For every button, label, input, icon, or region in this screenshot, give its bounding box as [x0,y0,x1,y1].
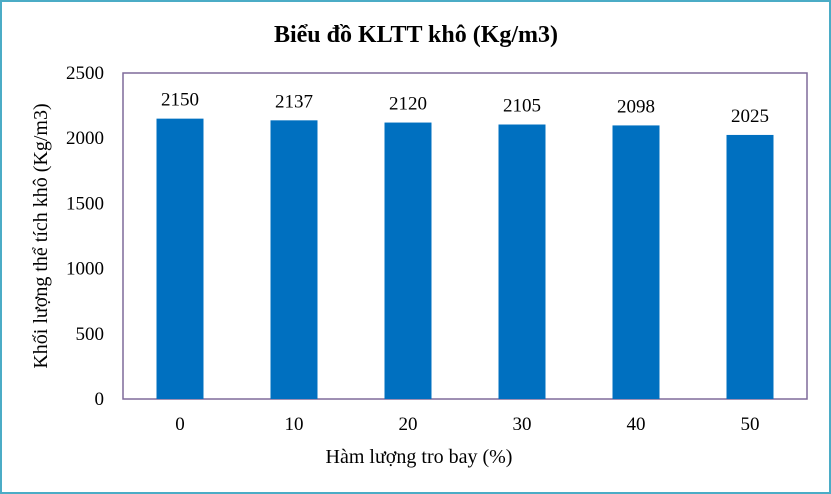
plot-area [122,72,808,400]
bar [498,124,546,400]
x-tick-label: 0 [175,414,185,435]
y-tick-label: 500 [76,324,105,345]
y-tick-label: 1000 [66,259,104,280]
bar [156,118,204,399]
bar [384,122,432,399]
x-axis-ticks: 0 10 20 30 40 50 [175,414,759,435]
bar-data-label: 2137 [275,91,313,112]
x-tick-label: 40 [627,414,646,435]
y-axis-title: Khối lượng thể tích khô (Kg/m3) [30,103,52,368]
bar-data-label: 2120 [389,94,427,115]
x-tick-label: 10 [285,414,304,435]
x-tick-label: 20 [399,414,418,435]
bar-data-label: 2105 [503,96,541,117]
data-labels: 2150 2137 2120 2105 2098 2025 [161,90,769,127]
bar [270,120,318,399]
y-tick-label: 1500 [66,193,104,214]
bar [726,134,774,399]
chart-title: Biểu đồ KLTT khô (Kg/m3) [274,22,558,48]
bar-data-label: 2098 [617,96,655,117]
y-tick-label: 2500 [66,63,104,84]
y-tick-label: 2000 [66,128,104,149]
bar [612,125,660,399]
x-tick-label: 50 [741,414,760,435]
bar-data-label: 2150 [161,90,199,111]
x-tick-label: 30 [513,414,532,435]
bars [156,118,774,400]
y-axis-ticks: 0 500 1000 1500 2000 2500 [66,63,104,410]
bar-data-label: 2025 [731,106,769,127]
y-tick-label: 0 [95,389,105,410]
x-axis-title: Hàm lượng tro bay (%) [326,446,513,468]
